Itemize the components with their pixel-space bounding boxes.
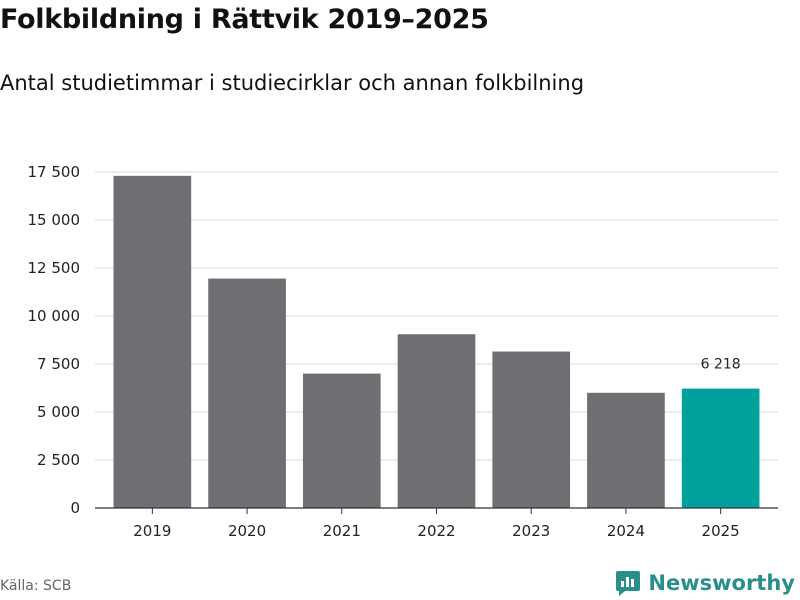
bar-2022 bbox=[397, 334, 476, 508]
x-tick-label: 2022 bbox=[417, 522, 455, 540]
chart-subtitle: Antal studietimmar i studiecirklar och a… bbox=[0, 71, 585, 95]
bar-2021 bbox=[302, 373, 381, 508]
bar-2020 bbox=[208, 278, 286, 508]
y-tick-label: 17 500 bbox=[28, 163, 81, 181]
bar-chart: 0 2 500 5 000 7 500 10 000 12 500 15 000 17 500… bbox=[28, 163, 778, 540]
y-tick-label: 12 500 bbox=[28, 259, 81, 277]
x-tick-label: 2020 bbox=[228, 522, 266, 540]
y-tick-label: 10 000 bbox=[28, 307, 81, 325]
y-axis-tick-labels: 0 2 500 5 000 7 500 10 000 12 500 15 000 17 500 bbox=[28, 163, 81, 517]
newsworthy-logo-icon bbox=[616, 571, 641, 596]
data-label: 6 218 bbox=[701, 357, 741, 373]
y-tick-label: 5 000 bbox=[37, 403, 80, 421]
brand-logo: Newsworthy bbox=[615, 569, 795, 597]
y-tick-label: 2 500 bbox=[37, 451, 80, 469]
y-tick-label: 0 bbox=[70, 499, 80, 517]
brand-name: Newsworthy bbox=[648, 571, 795, 595]
x-tick-label: 2019 bbox=[133, 522, 171, 540]
x-tick-label: 2025 bbox=[702, 522, 740, 540]
x-tick-label: 2024 bbox=[607, 522, 645, 540]
source-note: Källa: SCB bbox=[0, 578, 72, 594]
bar-2023 bbox=[492, 351, 571, 508]
bars bbox=[113, 175, 760, 508]
x-tick-label: 2023 bbox=[512, 522, 550, 540]
bar-2025 bbox=[681, 388, 760, 508]
y-tick-label: 15 000 bbox=[28, 211, 81, 229]
x-tick-label: 2021 bbox=[323, 522, 361, 540]
y-tick-label: 7 500 bbox=[37, 355, 80, 373]
data-labels: 6 218 bbox=[701, 357, 741, 373]
chart-title: Folkbildning i Rättvik 2019–2025 bbox=[0, 4, 489, 35]
x-axis: 2019 2020 2021 2022 2023 2024 2025 bbox=[95, 507, 778, 540]
bar-2019 bbox=[113, 175, 192, 508]
bar-2024 bbox=[587, 392, 665, 508]
